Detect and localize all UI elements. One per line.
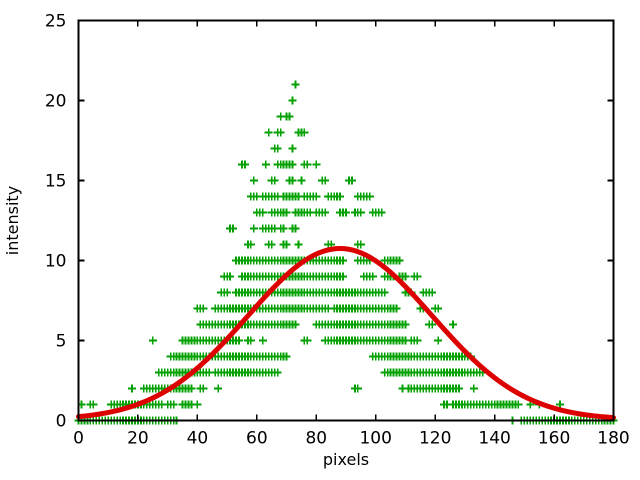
x-tick-label: 160 (538, 429, 570, 449)
plot-frame (77, 19, 615, 422)
x-tick-label: 20 (127, 429, 149, 449)
y-tick-label: 10 (45, 252, 67, 272)
scatter-plus-markers (74, 80, 618, 425)
x-tick-label: 0 (73, 429, 84, 449)
y-tick-label: 5 (56, 332, 67, 352)
y-tick-label: 20 (45, 92, 67, 112)
gaussian-fit-curve (76, 246, 616, 421)
x-tick-label: 140 (478, 429, 510, 449)
x-tick-label: 120 (419, 429, 451, 449)
x-tick-label: 80 (305, 429, 327, 449)
y-axis-ticks: 0 5 10 15 20 25 (45, 12, 614, 432)
y-tick-label: 25 (45, 12, 67, 32)
y-axis-label: intensity (3, 186, 22, 255)
x-tick-label: 40 (187, 429, 209, 449)
y-tick-label: 15 (45, 172, 67, 192)
x-tick-label: 100 (359, 429, 391, 449)
x-axis-ticks: 0 20 40 60 80 100 120 140 160 180 (73, 20, 630, 449)
x-tick-label: 180 (597, 429, 629, 449)
scatter-points-layer (74, 80, 618, 425)
y-tick-label: 0 (56, 412, 67, 432)
x-axis-label: pixels (323, 450, 369, 469)
plot-border-box (77, 19, 615, 422)
x-tick-label: 60 (246, 429, 268, 449)
